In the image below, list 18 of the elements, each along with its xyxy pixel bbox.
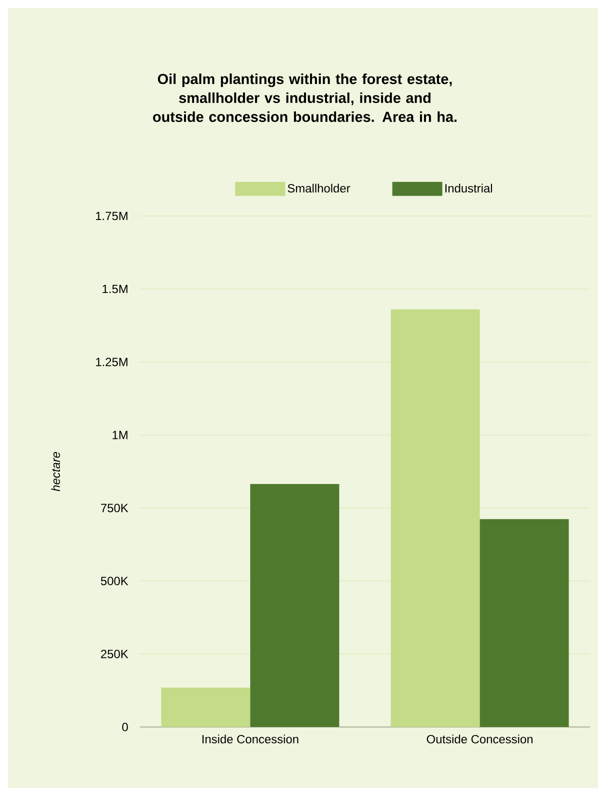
y-axis-title: hectare xyxy=(51,452,60,492)
bar xyxy=(250,484,340,727)
x-tick-label: Outside Concession xyxy=(426,734,532,744)
y-tick-label: 750K xyxy=(101,504,128,512)
y-tick-label: 0 xyxy=(122,722,128,732)
y-tick-label: 500K xyxy=(100,576,128,586)
legend-label: Smallholder xyxy=(288,184,350,193)
y-tick-label: 1.25M xyxy=(96,358,128,366)
y-tick-label: 1.5M xyxy=(102,284,128,294)
chart-title: Oil palm plantings within the forest estate, smallholder vs industrial, inside and outside concession boundaries. Area in ha. xyxy=(153,74,457,122)
bar xyxy=(161,688,250,727)
bar xyxy=(480,519,569,727)
y-tick-label: 1M xyxy=(112,430,128,440)
x-tick-label: Inside Concession xyxy=(202,734,298,744)
legend-label: Industrial xyxy=(445,184,492,193)
y-tick-label: 1.75M xyxy=(96,212,128,220)
y-tick-label: 250K xyxy=(101,650,128,658)
bar xyxy=(390,309,480,727)
